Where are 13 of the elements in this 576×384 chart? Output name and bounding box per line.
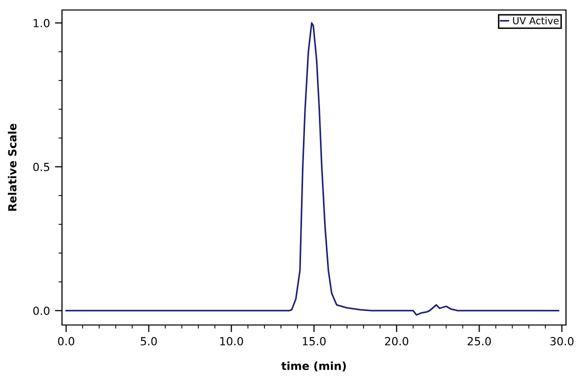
y-tick-label: 0.5 [33,162,50,172]
x-tick-label: 0.0 [58,337,74,346]
x-axis-title: time (min) [281,361,346,372]
x-tick-label: 5.0 [140,337,157,346]
x-tick-label: 30.0 [550,337,574,346]
y-axis-title: Relative Scale [8,124,16,211]
y-tick-label: 1.0 [34,18,50,28]
x-tick-label: 10.0 [220,337,244,346]
x-tick-label: 20.0 [385,337,408,346]
x-tick-label: 15.0 [302,337,326,346]
legend-label: UV Active [513,16,559,24]
x-tick-label: 25.0 [468,337,491,346]
y-tick-label: 0.0 [33,306,50,315]
